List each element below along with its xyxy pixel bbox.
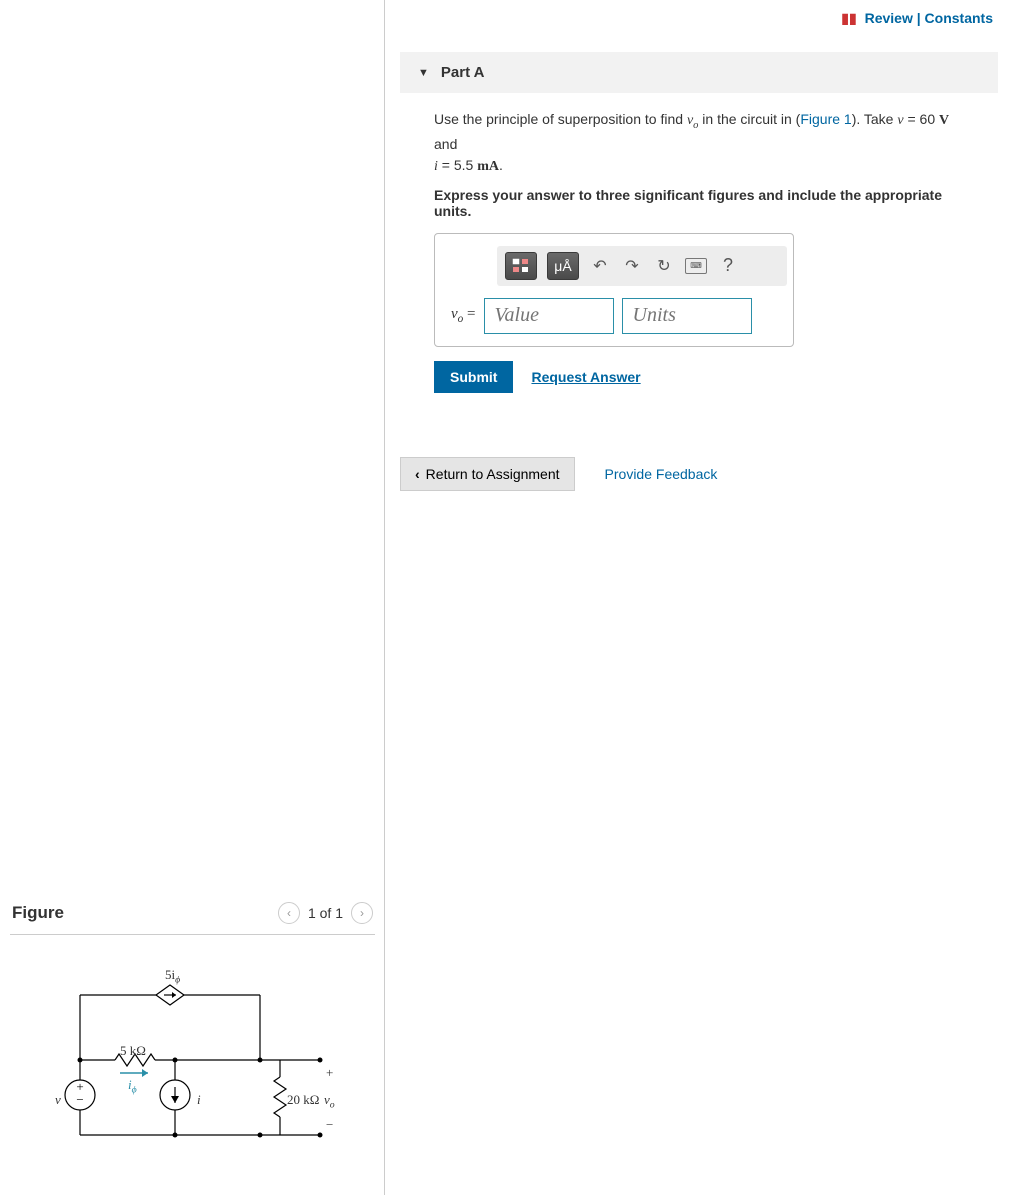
request-answer-link[interactable]: Request Answer [531, 369, 640, 385]
redo-button[interactable]: ↷ [621, 255, 643, 277]
prompt-text: Use the principle of superposition to fi… [434, 109, 964, 177]
units-button[interactable]: μÅ [547, 252, 579, 280]
vo-label: vo [324, 1092, 335, 1111]
submit-button[interactable]: Submit [434, 361, 513, 393]
undo-button[interactable]: ↶ [589, 255, 611, 277]
help-button[interactable]: ? [717, 255, 739, 277]
dep-source-label: 5iϕ [165, 967, 180, 986]
circuit-diagram: + − [10, 935, 375, 1165]
figure-next-button[interactable]: › [351, 902, 373, 924]
vo-minus: − [326, 1117, 333, 1133]
book-icon: ▮▮ [841, 10, 856, 26]
svg-text:−: − [76, 1092, 83, 1107]
return-button[interactable]: ‹ Return to Assignment [400, 457, 575, 491]
r1-label: 5 kΩ [120, 1043, 146, 1059]
keyboard-button[interactable]: ⌨ [685, 255, 707, 277]
figure-pager-text: 1 of 1 [308, 905, 343, 921]
reset-button[interactable]: ↻ [653, 255, 675, 277]
feedback-link[interactable]: Provide Feedback [605, 466, 718, 482]
return-button-label: Return to Assignment [426, 466, 560, 482]
templates-button[interactable] [505, 252, 537, 280]
vo-plus: + [326, 1065, 333, 1081]
i-source-label: i [197, 1092, 201, 1108]
figure-panel: Figure ‹ 1 of 1 › + − [10, 896, 375, 1165]
instruction-text: Express your answer to three significant… [434, 187, 964, 219]
figure-link[interactable]: Figure 1 [800, 111, 851, 127]
v-source-label: v [55, 1092, 61, 1108]
units-input[interactable] [622, 298, 752, 334]
constants-link[interactable]: Constants [925, 10, 993, 26]
answer-box: μÅ ↶ ↷ ↻ ⌨ ? vo = [434, 233, 794, 347]
chevron-left-icon: ‹ [415, 466, 420, 482]
figure-pager: ‹ 1 of 1 › [278, 902, 373, 924]
part-title: Part A [441, 64, 485, 81]
top-links: ▮▮ Review | Constants [841, 10, 993, 27]
collapse-icon: ▼ [418, 67, 429, 79]
part-header[interactable]: ▼ Part A [400, 52, 998, 93]
figure-title: Figure [12, 903, 64, 923]
review-link[interactable]: Review [865, 10, 913, 26]
iphi-label: iϕ [128, 1077, 137, 1096]
r2-label: 20 kΩ [287, 1092, 319, 1108]
answer-toolbar: μÅ ↶ ↷ ↻ ⌨ ? [497, 246, 787, 286]
figure-prev-button[interactable]: ‹ [278, 902, 300, 924]
value-input[interactable] [484, 298, 614, 334]
answer-label: vo = [445, 306, 476, 325]
